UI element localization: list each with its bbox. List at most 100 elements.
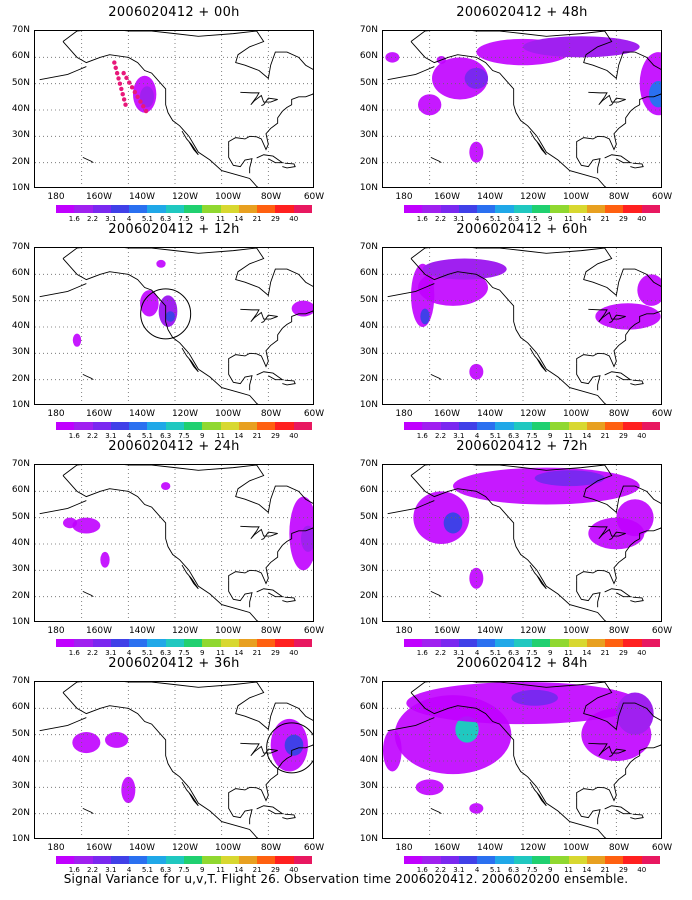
variance-region — [156, 259, 166, 268]
coastline — [576, 744, 661, 802]
colorbar-label: 14 — [582, 215, 592, 223]
coastline — [228, 93, 313, 151]
variance-region — [469, 567, 484, 589]
colorbar-swatch — [165, 422, 184, 430]
observation-point — [120, 92, 125, 97]
coastline — [39, 283, 87, 298]
y-tick-label: 70N — [359, 25, 378, 35]
y-tick-label: 50N — [359, 77, 378, 88]
coastline — [576, 527, 661, 585]
colorbar-swatch — [56, 422, 75, 430]
x-tick-label: 160W — [433, 626, 461, 636]
colorbar-label: 29 — [618, 432, 628, 440]
coastline — [588, 308, 626, 323]
observation-point — [113, 65, 118, 71]
colorbar-label: 3.1 — [105, 432, 117, 440]
variance-region — [291, 300, 313, 317]
observation-point — [129, 85, 135, 90]
colorbar-swatch — [495, 205, 514, 213]
observation-point — [114, 70, 120, 76]
colorbar-labels: 1.6 2.2 3.1 4 5.1 6.3 7.5 9 11 14 21 29 40 — [404, 866, 660, 875]
colorbar-swatch — [293, 422, 312, 430]
colorbar-label: 5.1 — [141, 649, 153, 657]
colorbar-label: 7.5 — [526, 215, 538, 223]
colorbar-label: 5.1 — [489, 649, 501, 657]
colorbar-label: 5.1 — [489, 432, 501, 440]
y-tick-label: 10N — [11, 183, 30, 193]
colorbar-label: 3.1 — [453, 649, 465, 657]
y-tick-label: 60N — [359, 485, 378, 496]
colorbar — [404, 205, 660, 213]
colorbar-label: 9 — [200, 432, 205, 440]
variance-region — [469, 141, 484, 163]
panel-36h: 2006020412 + 36h 70N 60N 50N 40N 30N 20N 10N 180… — [0, 656, 340, 874]
observation-point — [121, 97, 127, 102]
coastline — [228, 146, 253, 174]
variance-region — [469, 803, 484, 814]
x-tick-label: 100W — [214, 192, 242, 202]
panel-title: 2006020412 + 84h — [456, 656, 588, 671]
y-tick-label: 20N — [11, 373, 30, 384]
variance-region — [165, 311, 175, 322]
variance-region — [158, 295, 178, 327]
colorbar-swatch — [586, 205, 606, 213]
y-tick-label: 20N — [359, 807, 378, 818]
colorbar-label: 11 — [216, 649, 226, 657]
colorbar-label: 1.6 — [68, 866, 80, 874]
observation-point — [119, 86, 124, 92]
colorbar-swatch — [550, 639, 569, 647]
observation-point — [135, 94, 140, 100]
coastline — [62, 248, 313, 297]
colorbar-label: 4 — [126, 866, 132, 874]
colorbar-swatch — [550, 422, 569, 430]
colorbar-swatch — [257, 856, 276, 864]
panel-title: 2006020412 + 72h — [456, 439, 588, 454]
variance-region — [469, 363, 484, 380]
panel-12h: 2006020412 + 12h 70N 60N 50N 40N 30N 20N 10N 180… — [0, 222, 340, 440]
colorbar-label: 40 — [637, 215, 647, 223]
colorbar-label: 21 — [252, 215, 262, 223]
observation-point — [117, 81, 123, 86]
y-tick-label: 10N — [11, 400, 30, 410]
coastline — [576, 93, 661, 151]
variance-region — [140, 290, 159, 317]
colorbar-label: 40 — [289, 866, 299, 874]
y-tick-label: 50N — [11, 77, 30, 88]
colorbar-label: 6.3 — [160, 866, 172, 874]
x-tick-label: 120W — [519, 626, 547, 636]
x-tick-label: 180 — [395, 626, 413, 636]
coastline — [604, 371, 632, 381]
observation-point — [123, 102, 128, 107]
coastline — [387, 66, 435, 81]
variance-region — [422, 258, 507, 280]
colorbar-swatch — [495, 856, 514, 864]
coastline — [39, 500, 87, 515]
colorbar-swatch — [293, 639, 312, 647]
x-tick-label: 140W — [476, 843, 504, 853]
colorbar-label: 1.6 — [416, 866, 428, 874]
colorbar-label: 40 — [637, 866, 647, 874]
colorbar-label: 29 — [618, 215, 628, 223]
colorbar-label: 2.2 — [86, 215, 99, 223]
x-tick-label: 160W — [85, 626, 113, 636]
x-tick-label: 60W — [651, 626, 673, 636]
variance-region — [464, 67, 488, 89]
colorbar-label: 21 — [600, 215, 610, 223]
x-tick-label: 140W — [476, 409, 504, 419]
y-tick-label: 50N — [11, 511, 30, 522]
y-tick-label: 50N — [11, 728, 30, 739]
colorbar-swatch — [568, 856, 587, 864]
panel-60h: 2006020412 + 60h 70N 60N 50N 40N 30N 20N 10N 180… — [348, 222, 688, 440]
colorbar-label: 1.6 — [416, 432, 428, 440]
coastline — [282, 813, 296, 820]
colorbar-label: 21 — [252, 649, 262, 657]
y-tick-label: 40N — [11, 104, 30, 114]
colorbar — [404, 639, 660, 647]
colorbar-swatch — [623, 422, 642, 430]
coastline — [256, 154, 284, 164]
coastline — [529, 347, 547, 373]
verification-region-circle — [266, 722, 313, 774]
coastline — [576, 797, 601, 825]
coastline — [62, 465, 313, 514]
y-tick-label: 40N — [11, 321, 30, 331]
